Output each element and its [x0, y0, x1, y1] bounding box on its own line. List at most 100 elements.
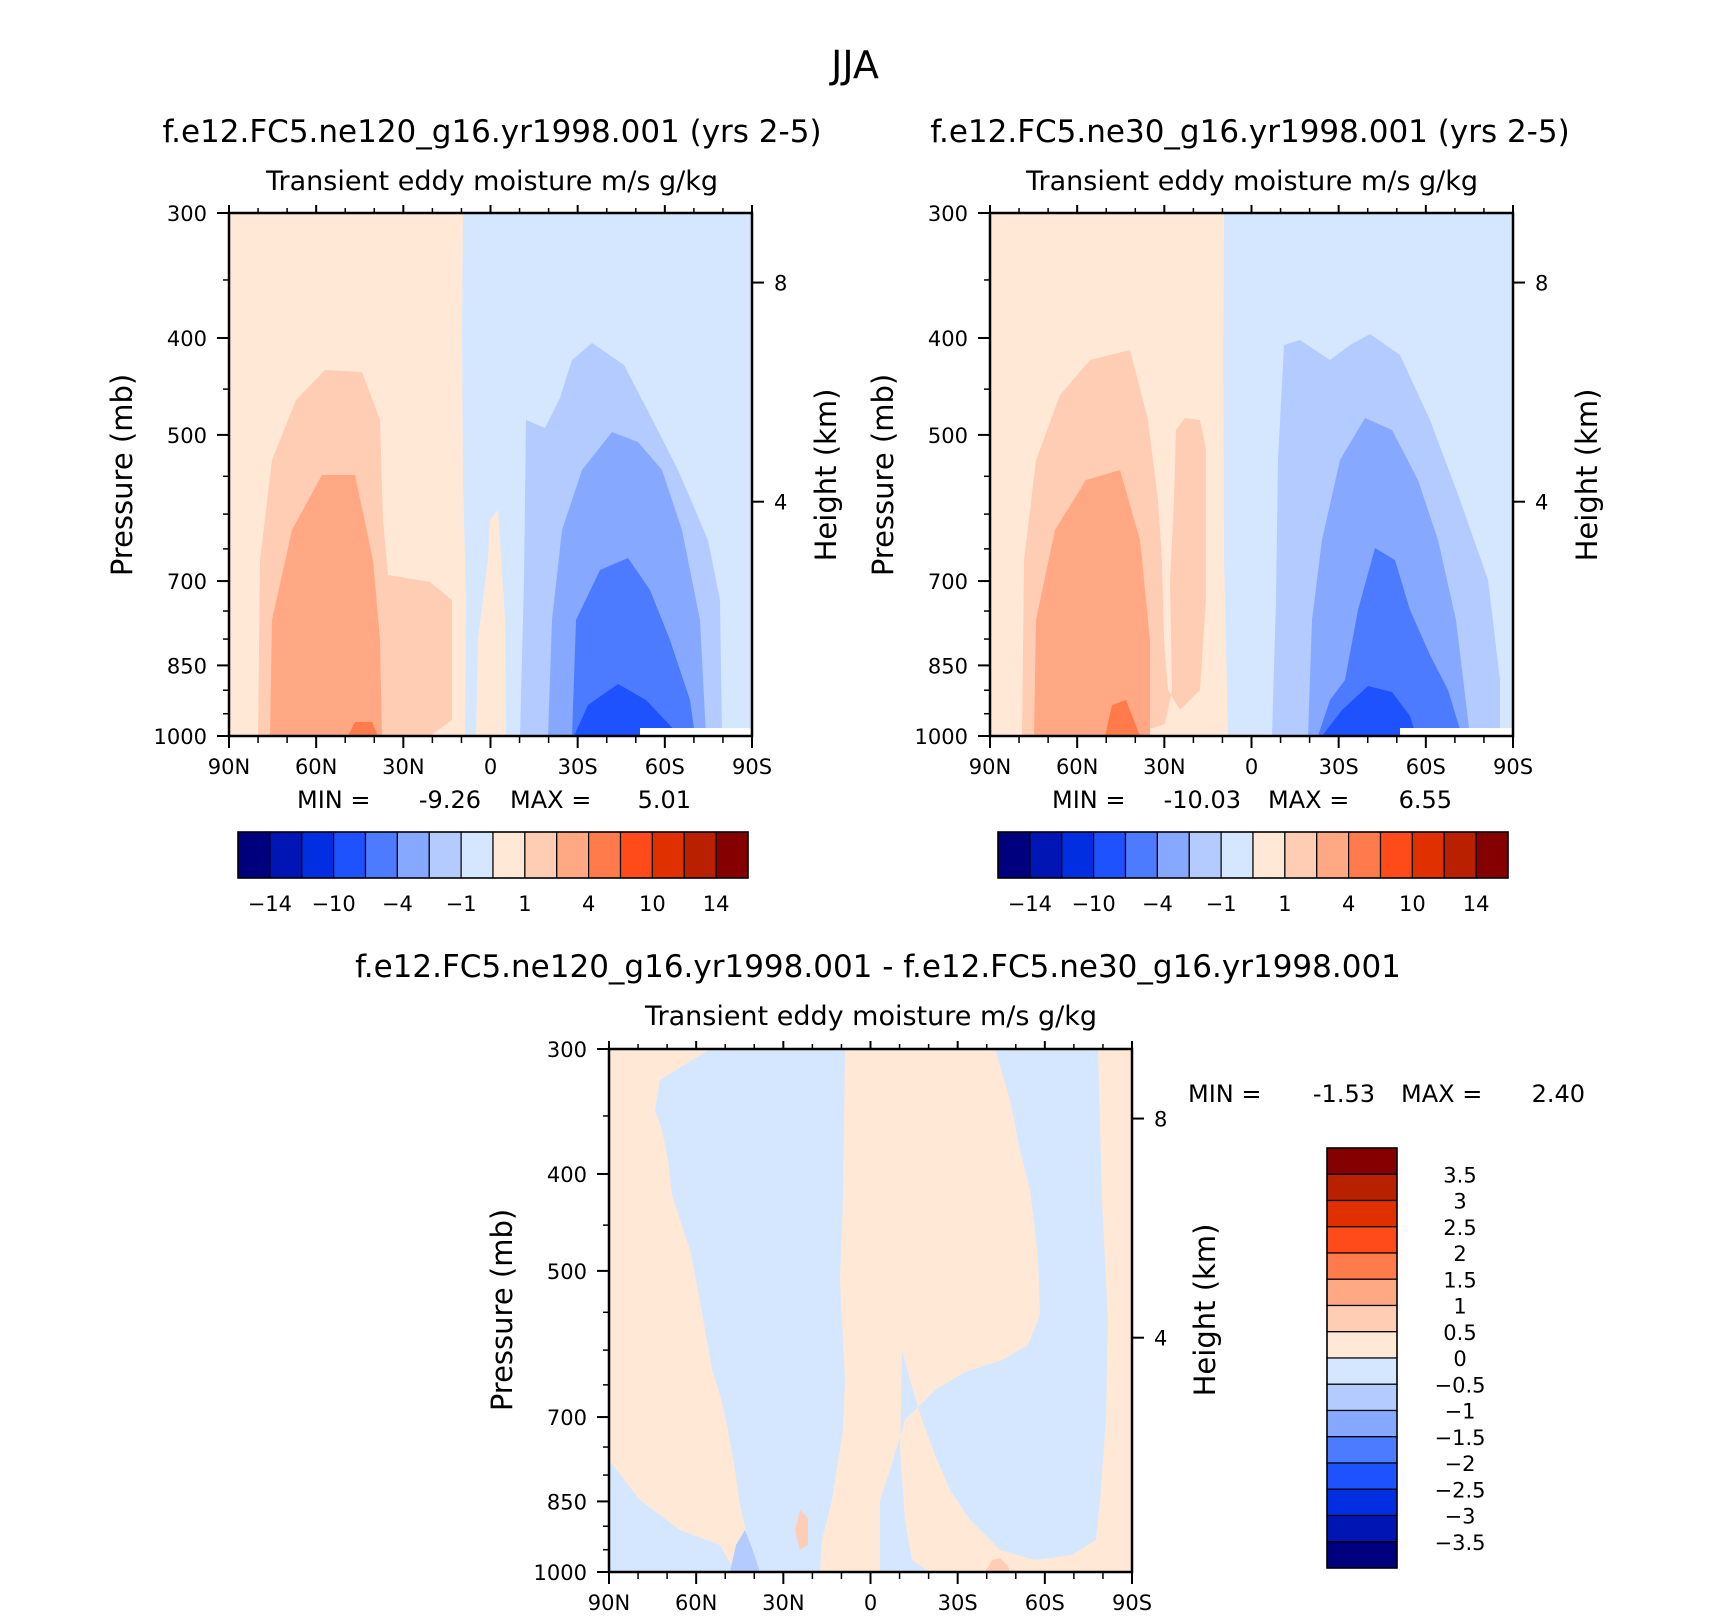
x-tick-label: 60S [645, 755, 685, 779]
colorbar-box [1326, 1331, 1398, 1359]
colorbar-label: 4 [1342, 892, 1355, 916]
colorbar-box [556, 831, 590, 879]
colorbar-label: −2.5 [1435, 1478, 1486, 1502]
colorbar-label: −2 [1445, 1452, 1476, 1476]
max-value: 5.01 [638, 786, 691, 814]
colorbar-box [1326, 1383, 1398, 1412]
colorbar-label: 14 [1463, 892, 1490, 916]
colorbar-box [269, 831, 303, 879]
x-tick-label: 0 [1245, 755, 1258, 779]
colorbar-label: 0 [1453, 1347, 1466, 1371]
panel-ne120: f.e12.FC5.ne120_g16.yr1998.001 (yrs 2-5)… [105, 114, 843, 916]
colorbar-box [396, 831, 430, 879]
colorbar-box [588, 831, 622, 879]
x-tick-label: 90N [969, 755, 1011, 779]
colorbar-box [619, 831, 653, 879]
colorbar-box [524, 831, 558, 879]
x-tick-label: 30N [1143, 755, 1185, 779]
min-label: MIN = [297, 786, 370, 814]
y-tick-label: 700 [547, 1406, 587, 1430]
colorbar-box [1326, 1226, 1398, 1254]
colorbar-box [651, 831, 685, 879]
colorbar-box [1326, 1357, 1398, 1385]
max-label: MAX = [1401, 1080, 1482, 1108]
colorbar-label: 3 [1453, 1190, 1466, 1214]
colorbar: −14 −10 −4 −1 1 4 10 14 [237, 831, 749, 916]
contour-level-4 [476, 510, 506, 736]
x-tick-label: 30S [558, 755, 598, 779]
y-tick-label: 400 [167, 327, 207, 351]
y-tick-label: 300 [167, 202, 207, 226]
colorbar-label: 4 [582, 892, 595, 916]
colorbar-label: −4 [382, 892, 413, 916]
panel-case-title: f.e12.FC5.ne30_g16.yr1998.001 (yrs 2-5) [930, 114, 1569, 150]
colorbar-box [1348, 831, 1382, 879]
x-tick-label: 60N [675, 1591, 717, 1615]
x-tick-label: 60N [1056, 755, 1098, 779]
colorbar-box [460, 831, 494, 879]
colorbar-box [364, 831, 398, 879]
colorbar-box [1326, 1199, 1398, 1228]
colorbar-label: 3.5 [1443, 1163, 1476, 1187]
colorbar-label: −1.5 [1435, 1426, 1486, 1450]
y-tick-label: 1000 [154, 725, 207, 749]
colorbar-label: −0.5 [1435, 1373, 1486, 1397]
negative-region-sh [880, 1049, 1108, 1572]
colorbar-box [1411, 831, 1445, 879]
axes: 300 400 500 700 850 1000 8 4 90N 60N 30N 0 30S 60S 90S [154, 202, 788, 779]
colorbar-box [1475, 831, 1509, 879]
y-tick-label: 1000 [915, 725, 968, 749]
no-data-region [1400, 728, 1513, 736]
colorbar-box [1326, 1462, 1398, 1490]
panel-case-title: f.e12.FC5.ne120_g16.yr1998.001 (yrs 2-5) [162, 114, 821, 150]
colorbar-label: −3.5 [1435, 1531, 1486, 1555]
y-tick-label: 700 [167, 570, 207, 594]
colorbar-box [1326, 1488, 1398, 1517]
negative-level-1 [730, 1530, 760, 1572]
y-right-tick-label: 4 [774, 491, 787, 515]
colorbar-box [1316, 831, 1350, 879]
y-tick-label: 850 [167, 654, 207, 678]
colorbar-box [333, 831, 367, 879]
y-right-tick-label: 8 [1535, 272, 1548, 296]
colorbar-box [1326, 1436, 1398, 1464]
colorbar-box [1326, 1147, 1398, 1175]
colorbar-label: −4 [1142, 892, 1173, 916]
colorbar-label: −1 [1206, 892, 1237, 916]
axes: 300 400 500 700 850 1000 8 4 90N 60N 30N 0 30S 60S 90S [915, 202, 1549, 779]
negative-region-nh [655, 1049, 845, 1572]
y-tick-label: 500 [547, 1260, 587, 1284]
y-tick-label: 1000 [534, 1561, 587, 1585]
colorbar-box [1284, 831, 1318, 879]
positive-level-2 [985, 1558, 1010, 1572]
y-tick-label: 850 [928, 654, 968, 678]
x-tick-label: 30N [382, 755, 424, 779]
colorbar-box [1220, 831, 1254, 879]
colorbar-box [301, 831, 335, 879]
y-axis-label: Pressure (mb) [866, 374, 900, 576]
x-tick-label: 0 [484, 755, 497, 779]
panel-field-title: Transient eddy moisture m/s g/kg [265, 166, 718, 197]
colorbar-label: −10 [1071, 892, 1115, 916]
colorbar-box [997, 831, 1031, 879]
min-value: -1.53 [1313, 1080, 1375, 1108]
negative-level-4 [574, 684, 680, 736]
panel-difference: f.e12.FC5.ne120_g16.yr1998.001 - f.e12.F… [355, 949, 1585, 1615]
contour-level-2 [1034, 470, 1150, 736]
y-axis-label: Pressure (mb) [485, 1209, 519, 1411]
colorbar-label: 1.5 [1443, 1268, 1476, 1292]
colorbar-label: 2.5 [1443, 1216, 1476, 1240]
colorbar: −14 −10 −4 −1 1 4 10 14 [997, 831, 1509, 916]
min-label: MIN = [1052, 786, 1125, 814]
y-tick-label: 400 [547, 1163, 587, 1187]
colorbar-label: 10 [1399, 892, 1426, 916]
colorbar-box [1379, 831, 1413, 879]
colorbar-box [1188, 831, 1222, 879]
x-tick-label: 30N [762, 1591, 804, 1615]
colorbar-box [1326, 1278, 1398, 1307]
colorbar-box [492, 831, 526, 879]
max-label: MAX = [1268, 786, 1349, 814]
colorbar-box [428, 831, 462, 879]
colorbar-box [1443, 831, 1477, 879]
max-value: 6.55 [1399, 786, 1452, 814]
